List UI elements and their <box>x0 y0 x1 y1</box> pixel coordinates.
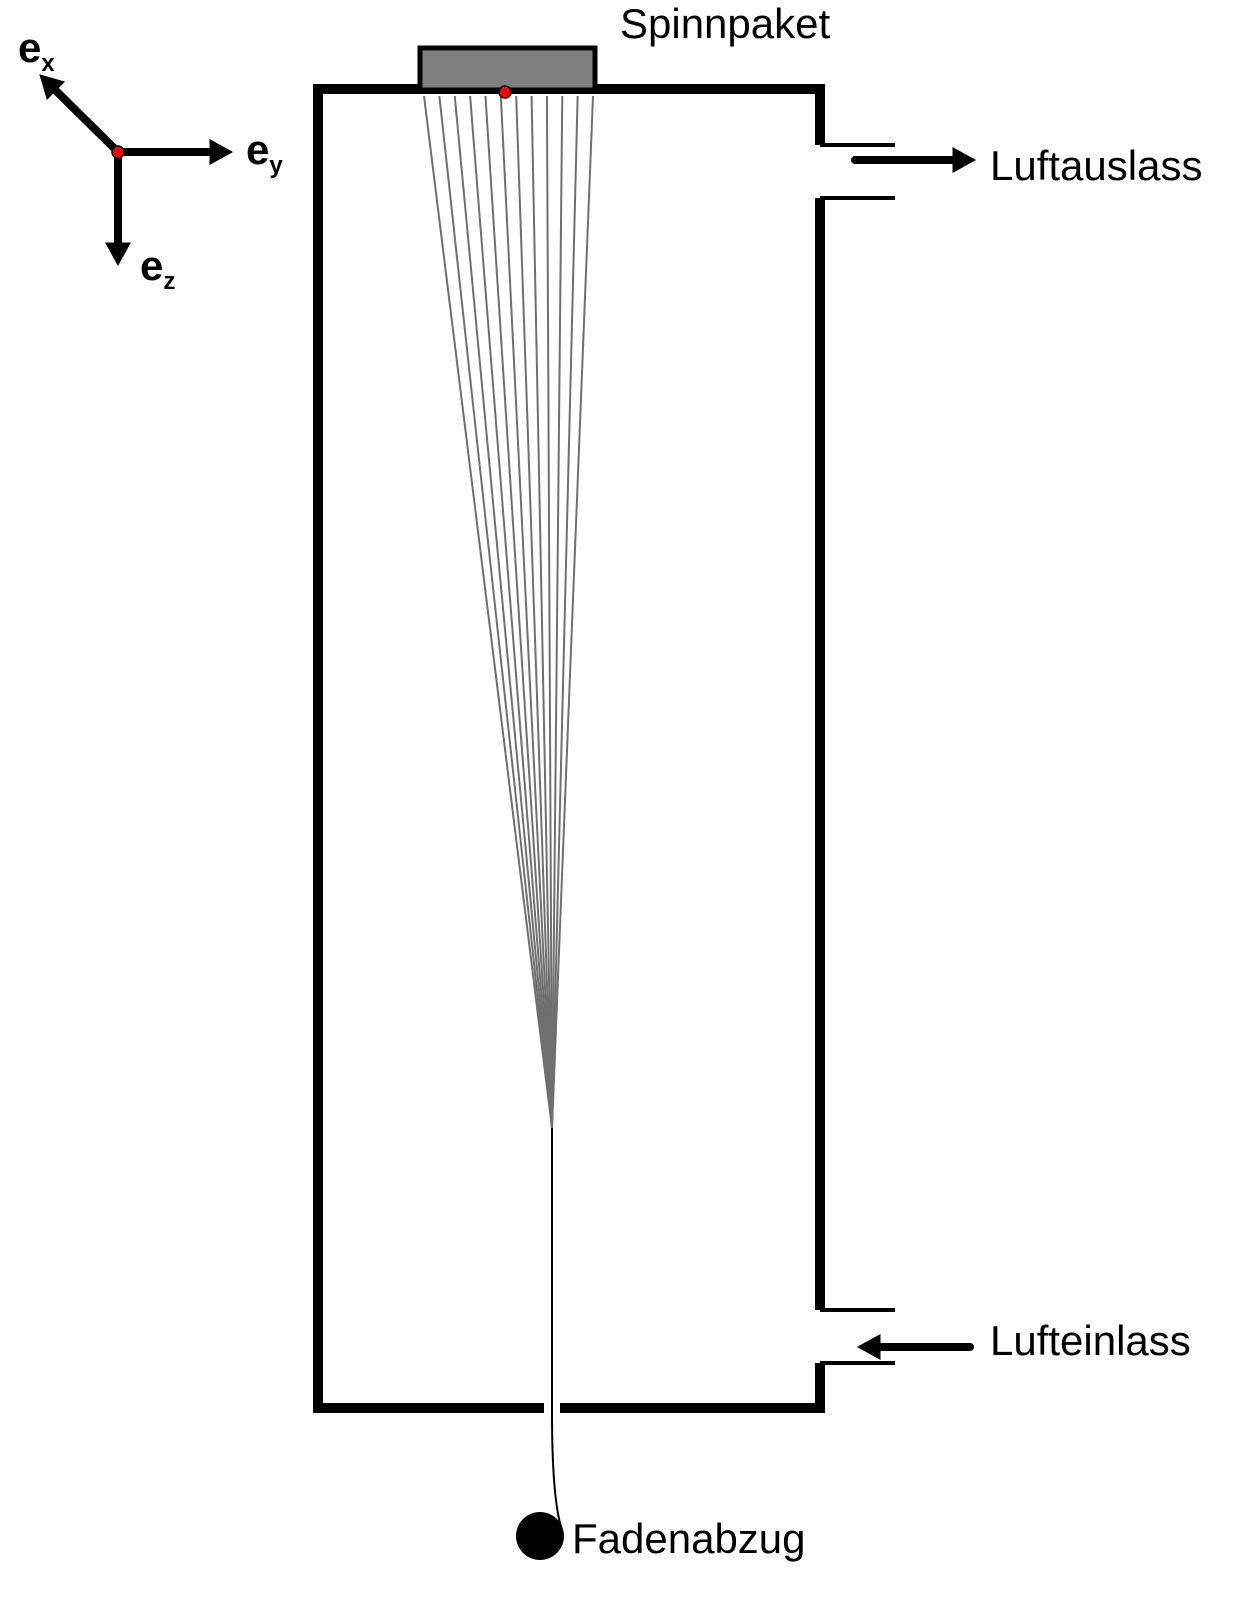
axes-origin-dot <box>112 146 124 158</box>
fiber-bundle <box>424 96 593 1128</box>
fadenabzug-roller <box>516 1512 564 1560</box>
fiber <box>552 96 562 1128</box>
spinnpaket-block <box>420 48 595 90</box>
spinnpaket-origin-dot <box>499 86 511 98</box>
label-spinnpaket: Spinnpaket <box>620 0 830 47</box>
fiber <box>552 96 578 1128</box>
fiber <box>470 96 552 1128</box>
chamber-outline <box>313 84 825 1413</box>
label-luftauslass: Luftauslass <box>990 142 1202 189</box>
fiber <box>455 96 552 1128</box>
fiber <box>424 96 552 1128</box>
thread-to-roller <box>552 1413 562 1530</box>
fiber <box>501 96 552 1128</box>
label-axis-ex: ex <box>18 24 55 77</box>
fiber <box>552 96 593 1128</box>
label-lufteinlass: Lufteinlass <box>990 1317 1191 1364</box>
label-axis-ez: ez <box>140 242 175 295</box>
label-fadenabzug: Fadenabzug <box>572 1515 806 1562</box>
label-axis-ey: ey <box>246 126 283 179</box>
